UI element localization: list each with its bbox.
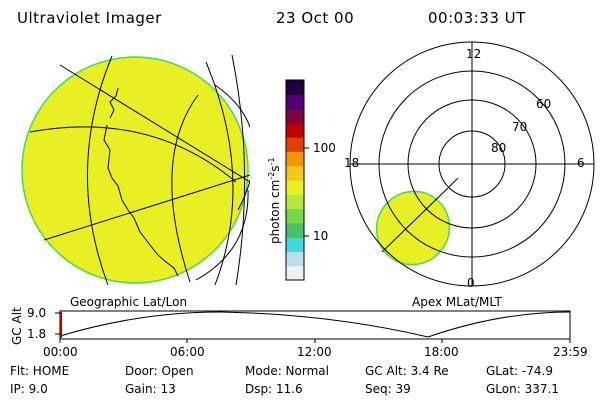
geographic-map — [21, 54, 250, 286]
status-gain: Gain: 13 — [125, 382, 176, 396]
altitude-ytick-1-8: 1.8 — [27, 327, 47, 341]
small-circle-arc — [195, 189, 249, 281]
altitude-plot — [55, 310, 571, 343]
mlt-label-0: 0 — [467, 276, 475, 290]
meridian-arc — [231, 54, 246, 286]
polar-plot — [349, 41, 595, 287]
footprint-track — [381, 187, 449, 253]
altitude-plot-frame — [59, 310, 571, 340]
coastline — [103, 124, 179, 277]
colorbar-segment — [286, 151, 304, 167]
altitude-xtick-1800: 18:00 — [424, 345, 459, 359]
status-flt: Flt: HOME — [10, 364, 70, 378]
colorbar-segment — [286, 165, 304, 181]
colorbar-segment — [286, 208, 304, 224]
colorbar-segment — [286, 265, 304, 281]
altitude-ytick-9: 9.0 — [27, 306, 47, 320]
instrument-title: Ultraviolet Imager — [17, 9, 162, 27]
altitude-xtick-0600: 06:00 — [170, 345, 205, 359]
colorbar-segment — [286, 194, 304, 210]
longitude-line — [59, 64, 250, 183]
colorbar-segment — [286, 180, 304, 195]
coastline — [109, 87, 119, 119]
altitude-ylabel: GC Alt — [10, 307, 24, 345]
small-circle-arc — [214, 84, 250, 211]
mlat-label-80: 80 — [491, 141, 507, 155]
colorbar-segment — [286, 80, 304, 95]
longitude-line — [43, 174, 250, 241]
status-glon: GLon: 337.1 — [486, 382, 559, 396]
mlt-label-6: 6 — [577, 156, 585, 170]
status-door: Door: Open — [125, 364, 194, 378]
meridian-arc — [87, 55, 113, 286]
date-label: 23 Oct 00 — [276, 9, 355, 27]
mlt-label-18: 18 — [344, 156, 360, 170]
colorbar-segment — [286, 237, 304, 252]
status-glat: GLat: -74.9 — [486, 364, 553, 378]
status-dsp: Dsp: 11.6 — [245, 382, 303, 396]
colorbar-tick-10: 10 — [313, 229, 329, 243]
colorbar-segment — [286, 222, 304, 238]
colorbar-segment — [286, 137, 304, 152]
colorbar-tick-100: 100 — [313, 141, 336, 155]
colorbar-segment — [286, 94, 304, 110]
altitude-xtick-1200: 12:00 — [297, 345, 332, 359]
small-circle-arc — [171, 94, 199, 283]
colorbar-frame — [285, 79, 305, 281]
altitude-xtick-2359: 23:59 — [553, 345, 588, 359]
time-label: 00:03:33 UT — [428, 9, 526, 27]
altitude-curve — [59, 311, 571, 338]
earth-disk — [21, 56, 249, 284]
mlat-label-70: 70 — [512, 120, 528, 134]
colorbar-segment — [286, 122, 304, 138]
status-mode: Mode: Normal — [245, 364, 329, 378]
colorbar — [286, 80, 304, 281]
colorbar-unit-label: photon cm-2s-1 — [267, 157, 282, 244]
altitude-xtick-0000: 00:00 — [43, 345, 78, 359]
colorbar-segment — [286, 251, 304, 267]
status-ip: IP: 9.0 — [10, 382, 48, 396]
auroral-emission — [375, 190, 451, 266]
status-seq: Seq: 39 — [365, 382, 411, 396]
colorbar-segment — [286, 108, 304, 124]
footprint-track — [447, 177, 459, 189]
mlat-label-60: 60 — [536, 97, 552, 111]
right-panel-caption: Apex MLat/MLT — [412, 295, 502, 309]
latitude-arc — [29, 126, 237, 183]
status-gc-alt: GC Alt: 3.4 Re — [365, 364, 449, 378]
left-panel-caption: Geographic Lat/Lon — [70, 295, 188, 309]
mlt-label-12: 12 — [466, 47, 482, 61]
